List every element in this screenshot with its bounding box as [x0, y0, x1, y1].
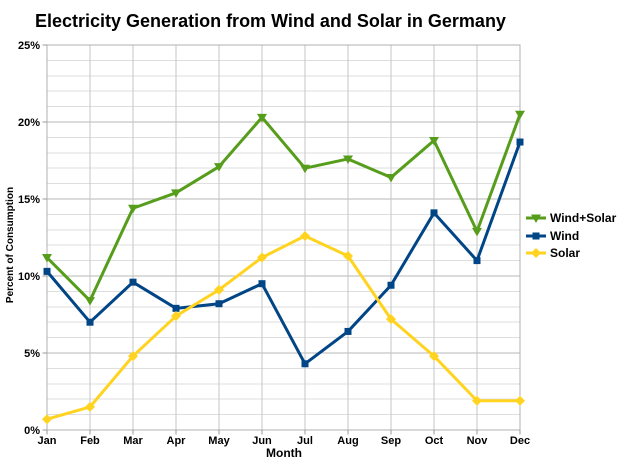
- legend-icon-wind: [526, 232, 546, 240]
- data-point-solar-jan: [42, 414, 52, 425]
- chart-title: Electricity Generation from Wind and Sol…: [35, 11, 506, 31]
- y-axis-title: Percent of Consumption: [5, 187, 16, 303]
- x-tick-label: Nov: [467, 435, 489, 447]
- data-point-wind-solar-jan: [42, 254, 52, 263]
- grid-layer: [46, 44, 521, 431]
- data-point-solar-jul: [300, 230, 310, 241]
- x-tick-label: Jul: [297, 435, 313, 447]
- legend-marker-wind-solar: [531, 214, 541, 223]
- data-point-wind-jul: [301, 360, 309, 368]
- legend-label-wind: Wind: [550, 229, 579, 243]
- x-axis-title: Month: [266, 446, 302, 460]
- series-solar: [42, 230, 525, 425]
- x-tick-label: May: [208, 435, 230, 447]
- x-tick-label: Sep: [381, 435, 401, 447]
- y-tick-label: 25%: [18, 40, 40, 52]
- tick-layer: [42, 44, 521, 435]
- data-point-wind-solar-jun: [257, 113, 267, 123]
- data-point-solar-aug: [343, 250, 353, 261]
- series-line-wind: [45, 140, 522, 366]
- data-point-wind-solar-sep: [386, 173, 396, 183]
- y-tick-label: 15%: [18, 194, 40, 206]
- data-point-wind-jun: [258, 280, 266, 288]
- data-point-solar-sep: [386, 314, 396, 325]
- data-point-wind-solar-oct: [429, 136, 439, 146]
- x-tick-label: Jun: [252, 435, 272, 447]
- series-wind: [43, 138, 524, 368]
- data-point-solar-jun: [257, 252, 267, 263]
- data-point-solar-apr: [171, 311, 181, 322]
- x-tick-label: Feb: [80, 435, 100, 447]
- series-line-solar: [45, 234, 522, 421]
- y-tick-label: 0%: [24, 425, 40, 437]
- data-point-wind-jan: [43, 267, 51, 275]
- legend-marker-solar: [531, 248, 541, 258]
- data-point-solar-nov: [472, 395, 482, 406]
- legend-icon-solar: [526, 248, 546, 258]
- data-point-solar-dec: [515, 395, 525, 406]
- legend-icon-wind-solar: [526, 214, 546, 223]
- legend-label-solar: Solar: [550, 246, 580, 260]
- data-point-wind-apr: [172, 304, 180, 312]
- x-tick-label: Oct: [425, 435, 444, 447]
- data-point-wind-sep: [387, 281, 395, 289]
- data-point-wind-feb: [86, 318, 94, 326]
- data-point-wind-solar-may: [214, 163, 224, 172]
- data-point-wind-nov: [473, 257, 481, 265]
- data-point-wind-solar-mar: [128, 204, 138, 214]
- data-point-solar-oct: [429, 351, 439, 362]
- y-tick-label: 10%: [18, 271, 40, 283]
- y-tick-label: 20%: [18, 117, 40, 129]
- data-point-wind-mar: [129, 278, 137, 286]
- data-point-wind-aug: [344, 327, 352, 335]
- series-wind-solar: [42, 110, 525, 306]
- data-point-wind-may: [215, 300, 223, 308]
- data-point-wind-dec: [516, 138, 524, 146]
- legend-label-wind-solar: Wind+Solar: [550, 211, 617, 225]
- legend-icons: [526, 214, 546, 258]
- data-point-wind-solar-apr: [171, 189, 181, 198]
- data-point-wind-solar-jul: [300, 164, 310, 174]
- plot-border: [46, 44, 521, 431]
- legend-marker-wind: [532, 232, 540, 240]
- data-point-wind-solar-aug: [343, 155, 353, 164]
- x-tick-label: Dec: [510, 435, 530, 447]
- data-point-solar-may: [214, 284, 224, 295]
- x-tick-label: Apr: [167, 435, 187, 447]
- data-point-wind-solar-dec: [515, 110, 525, 120]
- x-tick-label: Mar: [123, 435, 143, 447]
- series-line-wind-solar: [45, 112, 522, 303]
- data-point-solar-mar: [128, 351, 138, 362]
- series-layer: [42, 110, 525, 425]
- legend: Wind+Solar Wind Solar: [526, 211, 617, 260]
- data-point-wind-oct: [430, 209, 438, 217]
- x-tick-label: Jan: [38, 435, 57, 447]
- data-point-wind-solar-feb: [85, 297, 95, 306]
- data-point-wind-solar-nov: [472, 227, 482, 237]
- y-tick-label: 5%: [24, 348, 40, 360]
- data-point-solar-feb: [85, 401, 95, 412]
- x-tick-label: Aug: [337, 435, 358, 447]
- axis-label-layer: Jan Feb Mar Apr May Jun Jul Aug Sep Oct Nov Dec 0% 5%…: [18, 40, 530, 447]
